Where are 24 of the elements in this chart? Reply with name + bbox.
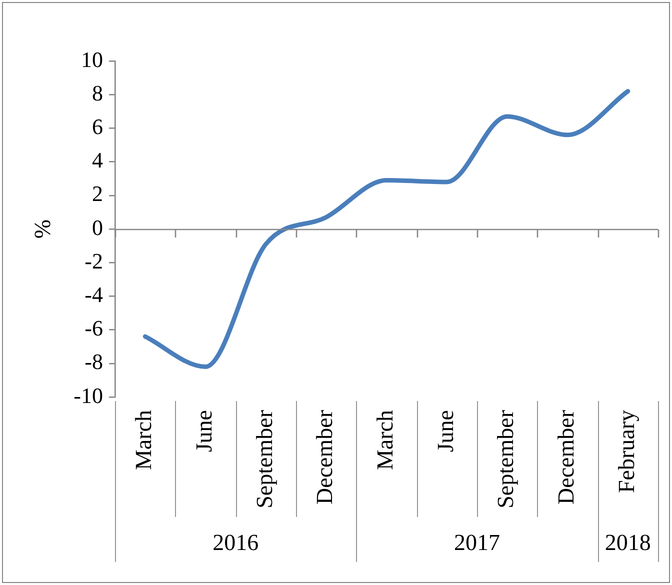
y-tick-label: -10 [74,382,103,408]
x-tick-label: December [554,410,579,504]
x-tick-label: March [372,410,398,470]
y-tick-label: -6 [84,316,103,341]
text: 2017 [454,530,500,556]
y-axis-title: % [30,219,55,239]
y-tick-label: 6 [92,114,103,139]
x-tick-label: June [432,410,458,452]
y-tick-label: -4 [84,282,103,307]
x-tick-label: March [131,410,156,470]
text: 2016 [212,530,259,556]
x-tick-label: December [312,410,338,504]
y-tick-label: 0 [92,214,103,240]
y-tick-label: 10 [81,46,103,72]
y-tick-label: 4 [92,148,103,173]
x-tick-label: February [614,410,639,494]
y-tick-label: 2 [92,181,103,206]
y-tick-label: 8 [92,80,103,106]
x-tick-label: June [192,410,217,452]
y-tick-label: -2 [84,248,103,274]
text: 2018 [604,530,651,556]
y-tick-label: -8 [84,349,103,374]
x-tick-label: September [252,410,277,508]
x-tick-label: September [493,410,518,508]
